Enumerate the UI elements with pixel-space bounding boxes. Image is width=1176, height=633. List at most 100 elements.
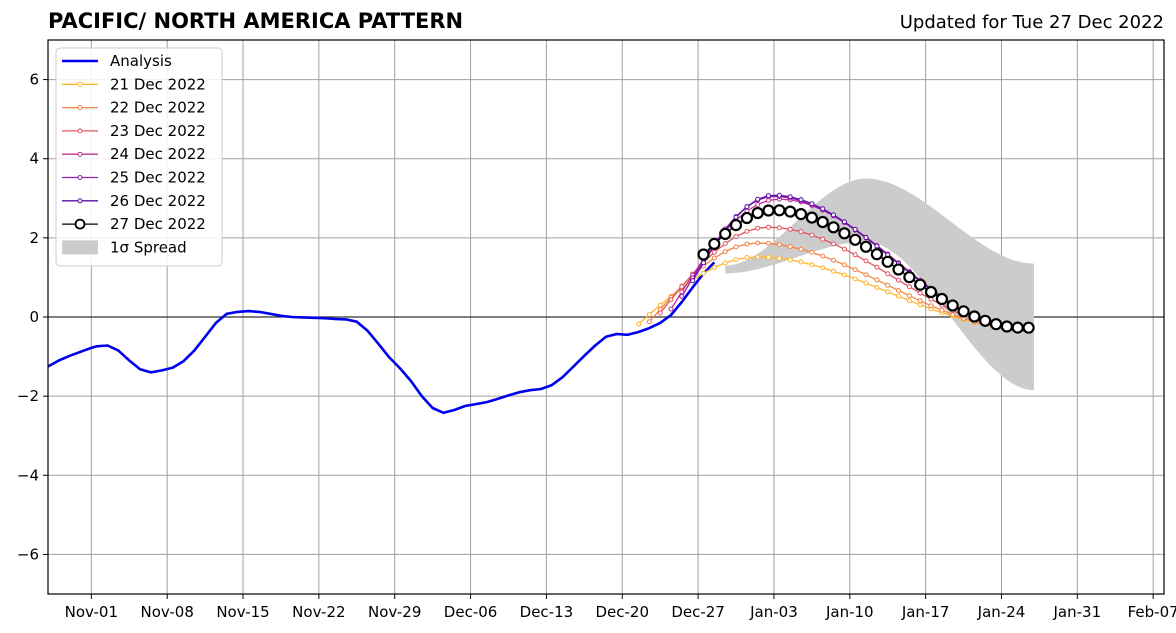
forecast-point [787, 226, 793, 232]
forecast-point [896, 277, 901, 283]
x-tick-label: Nov-15 [216, 603, 269, 621]
legend-item: 23 Dec 2022 [62, 122, 206, 140]
forecast-point [733, 214, 739, 220]
legend-item: 27 Dec 2022 [62, 215, 206, 233]
legend-marker [77, 198, 83, 204]
forecast-point [906, 284, 912, 290]
forecast-point [841, 272, 847, 278]
x-tick-label: Dec-13 [520, 603, 574, 621]
forecast-point [776, 225, 782, 231]
forecast-point [831, 212, 836, 218]
forecast-point [690, 278, 696, 284]
forecast-point [989, 318, 1003, 331]
forecast-point [1011, 321, 1024, 334]
forecast-point [892, 263, 905, 276]
forecast-point [733, 234, 739, 239]
legend-label: 25 Dec 2022 [110, 169, 206, 187]
chart-subtitle: Updated for Tue 27 Dec 2022 [899, 12, 1164, 33]
forecast-point [874, 277, 880, 283]
x-tick-label: Nov-01 [65, 603, 118, 621]
forecast-point [852, 252, 858, 258]
legend-label: 21 Dec 2022 [110, 75, 206, 93]
forecast-point [979, 314, 992, 327]
forecast-point [928, 303, 934, 309]
forecast-point [719, 227, 732, 240]
forecast-point [773, 204, 786, 217]
forecast-point [816, 215, 829, 229]
x-tick-label: Dec-06 [444, 603, 498, 621]
x-tick-label: Jan-03 [749, 603, 798, 621]
forecast-point [646, 319, 652, 325]
forecast-point [859, 240, 873, 253]
legend-label: Analysis [110, 52, 172, 70]
forecast-point [1022, 321, 1035, 334]
forecast-point [755, 225, 761, 231]
forecast-point [784, 205, 797, 218]
forecast-point [950, 312, 956, 318]
forecast-point [863, 235, 869, 240]
x-tick-label: Jan-17 [901, 603, 950, 621]
x-tick-label: Feb-07 [1128, 603, 1176, 621]
forecast-series-7 [697, 204, 1035, 334]
forecast-point [701, 260, 706, 266]
forecast-point [766, 254, 771, 260]
x-tick-label: Jan-24 [977, 603, 1026, 621]
legend-marker [77, 151, 83, 157]
x-tick-label: Nov-22 [292, 603, 345, 621]
legend-marker [74, 218, 86, 230]
x-tick-label: Jan-31 [1053, 603, 1102, 621]
forecast-point [740, 211, 754, 225]
forecast-point [755, 240, 761, 246]
forecast-point [755, 196, 761, 202]
legend-label: 24 Dec 2022 [110, 145, 206, 163]
legend-item: Analysis [62, 52, 172, 70]
forecast-point [849, 233, 862, 246]
forecast-point [729, 219, 743, 232]
forecast-point [744, 204, 750, 210]
legend-marker [77, 81, 83, 87]
forecast-point [711, 255, 717, 261]
forecast-point [863, 272, 869, 278]
chart-title: PACIFIC/ NORTH AMERICA PATTERN [48, 9, 464, 33]
legend-label: 26 Dec 2022 [110, 192, 206, 210]
legend-swatch [62, 240, 98, 255]
x-tick-label: Nov-08 [140, 603, 193, 621]
forecast-point [766, 240, 771, 246]
forecast-point [755, 202, 761, 207]
forecast-point [809, 232, 815, 238]
forecast-point [820, 236, 826, 242]
forecast-point [935, 292, 949, 306]
forecast-point [841, 262, 847, 268]
forecast-point [776, 255, 782, 261]
forecast-point [917, 302, 923, 308]
forecast-point [762, 204, 775, 217]
forecast-point [701, 270, 706, 276]
forecast-point [820, 253, 826, 259]
forecast-point [885, 271, 891, 277]
legend-label: 22 Dec 2022 [110, 99, 206, 117]
forecast-point [831, 241, 836, 247]
forecast-point [852, 226, 858, 232]
forecast-point [722, 249, 728, 255]
legend-item: 26 Dec 2022 [62, 192, 206, 210]
forecast-point [874, 243, 880, 249]
forecast-point [820, 265, 826, 271]
y-tick-label: −6 [17, 545, 39, 563]
forecast-point [787, 194, 793, 200]
y-tick-label: −4 [17, 466, 39, 484]
forecast-point [787, 257, 793, 263]
forecast-point [841, 219, 847, 225]
forecast-point [939, 307, 945, 313]
forecast-point [885, 282, 891, 288]
forecast-point [906, 293, 912, 299]
forecast-point [668, 306, 674, 312]
forecast-point [831, 257, 836, 263]
forecast-point [722, 260, 728, 266]
y-tick-label: 6 [29, 71, 39, 89]
forecast-point [805, 211, 819, 224]
forecast-point [820, 206, 826, 212]
forecast-point [924, 285, 938, 299]
forecast-point [838, 227, 851, 240]
forecast-point [827, 221, 840, 234]
forecast-point [657, 302, 663, 308]
